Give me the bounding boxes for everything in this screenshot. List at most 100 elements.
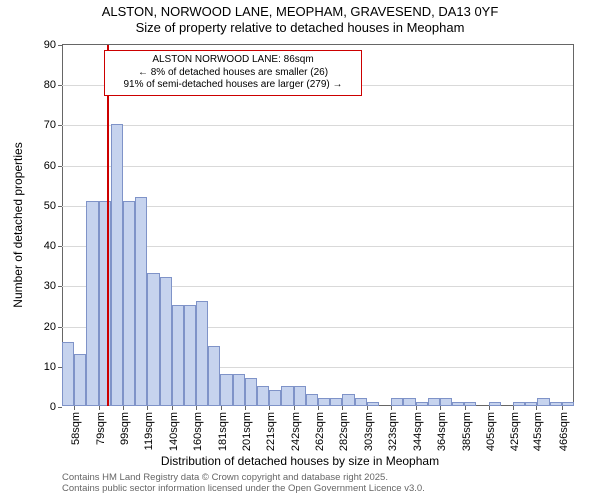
- histogram-bar: [294, 386, 306, 406]
- xtick-label: 201sqm: [241, 412, 253, 451]
- histogram-bar: [452, 402, 464, 406]
- histogram-bar: [440, 398, 452, 406]
- xtick-mark: [536, 406, 537, 410]
- xtick-label: 119sqm: [143, 412, 155, 450]
- xtick-label: 344sqm: [412, 412, 424, 451]
- histogram-bar: [489, 402, 501, 406]
- grid-line: [62, 166, 573, 167]
- xtick-label: 466sqm: [558, 412, 570, 451]
- histogram-bar: [550, 402, 562, 406]
- histogram-bar: [86, 201, 98, 406]
- histogram-bar: [220, 374, 232, 406]
- xtick-label: 181sqm: [217, 412, 229, 451]
- xtick-label: 242sqm: [290, 412, 302, 451]
- grid-line: [62, 125, 573, 126]
- histogram-bar: [269, 390, 281, 406]
- xtick-label: 160sqm: [192, 412, 204, 451]
- histogram-bar: [281, 386, 293, 406]
- histogram-bar: [391, 398, 403, 406]
- xtick-mark: [221, 406, 222, 410]
- histogram-bar: [208, 346, 220, 406]
- xtick-mark: [294, 406, 295, 410]
- ytick-label: 10: [44, 361, 62, 373]
- xtick-mark: [513, 406, 514, 410]
- histogram-chart: ALSTON, NORWOOD LANE, MEOPHAM, GRAVESEND…: [0, 0, 600, 500]
- xtick-mark: [416, 406, 417, 410]
- histogram-bar: [416, 402, 428, 406]
- xtick-mark: [245, 406, 246, 410]
- ytick-label: 0: [50, 401, 62, 413]
- xtick-label: 262sqm: [314, 412, 326, 451]
- xtick-label: 323sqm: [387, 412, 399, 451]
- histogram-bar: [123, 201, 135, 406]
- xtick-label: 99sqm: [119, 412, 131, 445]
- xtick-label: 405sqm: [485, 412, 497, 451]
- ytick-label: 60: [44, 160, 62, 172]
- xtick-label: 221sqm: [265, 412, 277, 451]
- xtick-label: 140sqm: [168, 412, 180, 451]
- marker-line: [107, 45, 109, 406]
- annotation-line-3: 91% of semi-detached houses are larger (…: [111, 79, 355, 92]
- xtick-label: 445sqm: [532, 412, 544, 451]
- xtick-mark: [367, 406, 368, 410]
- ytick-label: 90: [44, 39, 62, 51]
- histogram-bar: [160, 277, 172, 406]
- histogram-bar: [184, 305, 196, 406]
- xtick-mark: [562, 406, 563, 410]
- ytick-label: 50: [44, 200, 62, 212]
- histogram-bar: [464, 402, 476, 406]
- annotation-line-2: ← 8% of detached houses are smaller (26): [111, 67, 355, 80]
- xtick-label: 282sqm: [338, 412, 350, 451]
- histogram-bar: [74, 354, 86, 406]
- histogram-bar: [537, 398, 549, 406]
- plot-area: 010203040506070809058sqm79sqm99sqm119sqm…: [62, 44, 574, 406]
- footer-attribution: Contains HM Land Registry data © Crown c…: [62, 472, 425, 495]
- histogram-bar: [111, 124, 123, 406]
- histogram-bar: [428, 398, 440, 406]
- histogram-bar: [403, 398, 415, 406]
- histogram-bar: [367, 402, 379, 406]
- title-block: ALSTON, NORWOOD LANE, MEOPHAM, GRAVESEND…: [0, 4, 600, 35]
- xtick-mark: [196, 406, 197, 410]
- footer-line-2: Contains public sector information licen…: [62, 483, 425, 494]
- xtick-mark: [391, 406, 392, 410]
- xtick-mark: [74, 406, 75, 410]
- xtick-label: 303sqm: [363, 412, 375, 451]
- ytick-label: 70: [44, 119, 62, 131]
- xtick-mark: [318, 406, 319, 410]
- annotation-box: ALSTON NORWOOD LANE: 86sqm ← 8% of detac…: [104, 50, 362, 96]
- histogram-bar: [196, 301, 208, 406]
- histogram-bar: [318, 398, 330, 406]
- xtick-mark: [123, 406, 124, 410]
- annotation-line-1: ALSTON NORWOOD LANE: 86sqm: [111, 54, 355, 67]
- xtick-label: 58sqm: [70, 412, 82, 445]
- histogram-bar: [513, 402, 525, 406]
- xtick-label: 425sqm: [509, 412, 521, 451]
- chart-subtitle: Size of property relative to detached ho…: [0, 20, 600, 36]
- xtick-label: 79sqm: [95, 412, 107, 445]
- histogram-bar: [562, 402, 574, 406]
- x-axis-label: Distribution of detached houses by size …: [0, 454, 600, 468]
- chart-title: ALSTON, NORWOOD LANE, MEOPHAM, GRAVESEND…: [0, 4, 600, 20]
- xtick-label: 364sqm: [436, 412, 448, 451]
- xtick-mark: [147, 406, 148, 410]
- xtick-mark: [99, 406, 100, 410]
- histogram-bar: [257, 386, 269, 406]
- footer-line-1: Contains HM Land Registry data © Crown c…: [62, 472, 425, 483]
- histogram-bar: [172, 305, 184, 406]
- xtick-mark: [489, 406, 490, 410]
- histogram-bar: [355, 398, 367, 406]
- histogram-bar: [233, 374, 245, 406]
- histogram-bar: [245, 378, 257, 406]
- xtick-mark: [342, 406, 343, 410]
- xtick-mark: [172, 406, 173, 410]
- ytick-label: 40: [44, 240, 62, 252]
- ytick-label: 80: [44, 79, 62, 91]
- histogram-bar: [306, 394, 318, 406]
- xtick-mark: [269, 406, 270, 410]
- histogram-bar: [62, 342, 74, 406]
- ytick-label: 20: [44, 321, 62, 333]
- histogram-bar: [342, 394, 354, 406]
- xtick-mark: [440, 406, 441, 410]
- ytick-label: 30: [44, 280, 62, 292]
